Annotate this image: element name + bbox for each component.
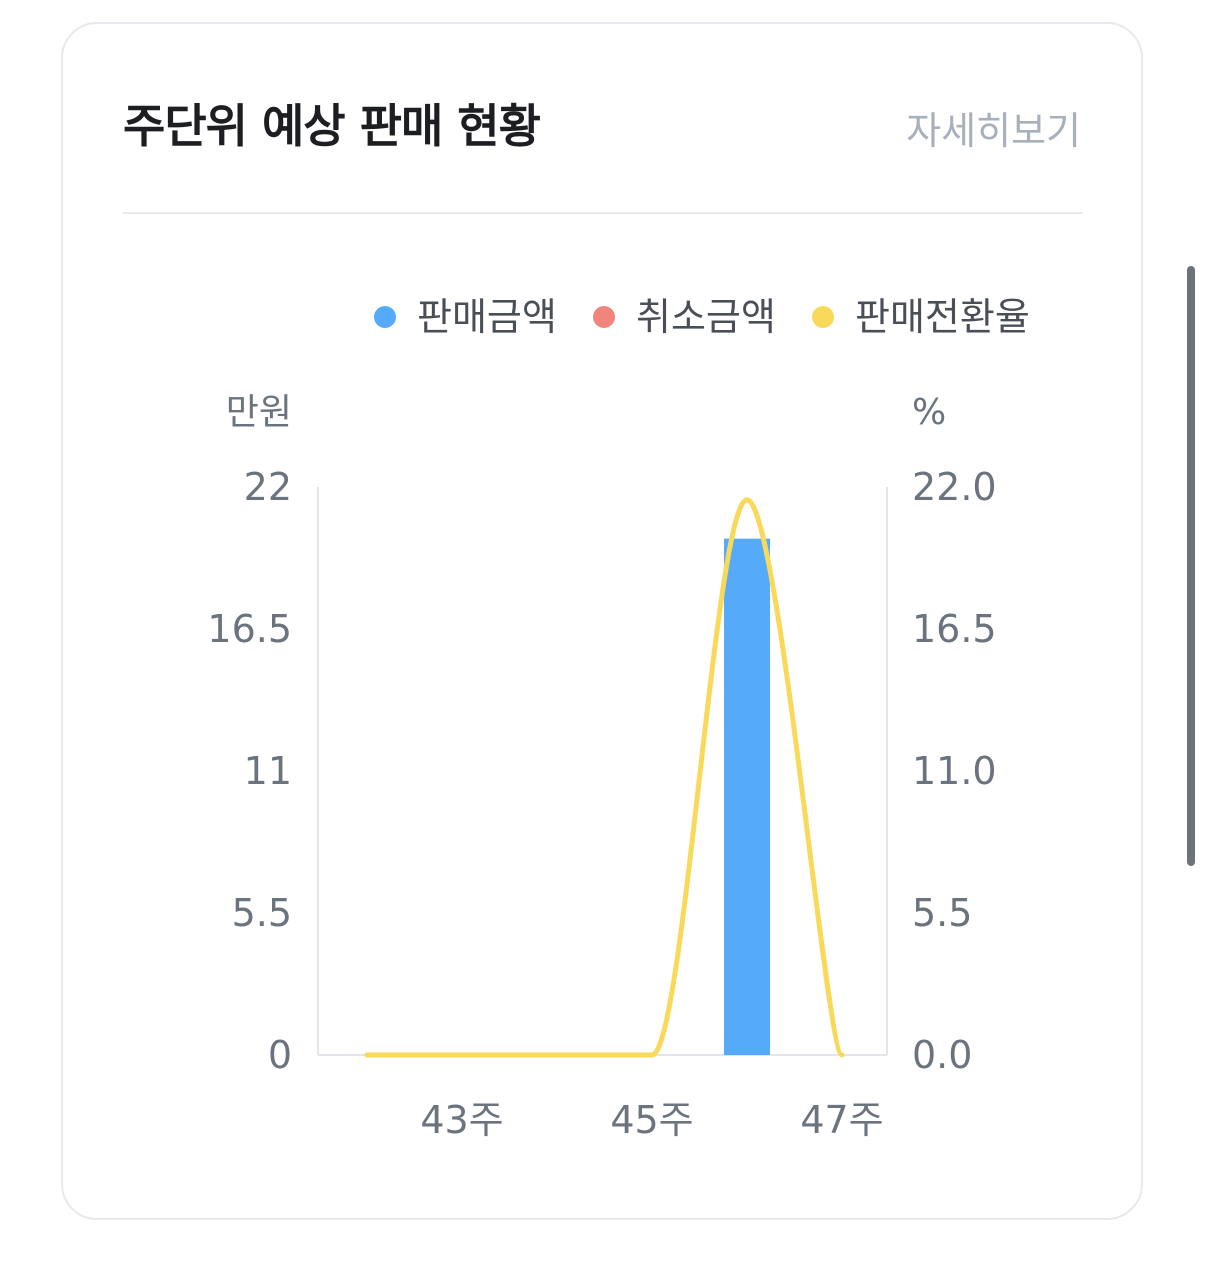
left-axis-tick-label: 11 [244,749,292,793]
left-axis-tick-label: 5.5 [232,891,292,935]
legend-marker-판매금액[interactable] [374,306,396,328]
bar-판매금액[interactable] [724,538,770,1055]
right-axis-tick-label: 22.0 [912,465,997,509]
legend-label-취소금액[interactable]: 취소금액 [636,295,776,339]
view-details-link[interactable]: 자세히보기 [906,109,1081,153]
x-axis-tick-label: 43주 [420,1098,503,1142]
header-divider [123,212,1083,214]
card-title: 주단위 예상 판매 현황 [123,99,541,153]
left-axis-tick-label: 22 [244,465,292,509]
legend-marker-판매전환율[interactable] [812,306,834,328]
right-axis-tick-label: 11.0 [912,749,997,793]
right-axis-tick-label: 5.5 [912,891,972,935]
x-axis-tick-label: 45주 [610,1098,693,1142]
legend-label-판매금액[interactable]: 판매금액 [417,295,557,339]
right-axis-tick-label: 16.5 [912,607,997,651]
scrollbar[interactable] [1187,266,1195,866]
right-axis-tick-label: 0.0 [912,1033,972,1077]
right-axis-unit: % [912,392,946,433]
sales-forecast-card: 주단위 예상 판매 현황 자세히보기 [61,22,1143,1220]
left-axis-tick-label: 0 [268,1033,292,1077]
left-axis-tick-label: 16.5 [207,607,292,651]
left-axis-unit: 만원 [226,392,292,433]
line-판매전환율[interactable] [364,497,845,1058]
x-axis-tick-label: 47주 [800,1098,883,1142]
legend-marker-취소금액[interactable] [593,306,615,328]
legend-label-판매전환율[interactable]: 판매전환율 [855,295,1030,339]
